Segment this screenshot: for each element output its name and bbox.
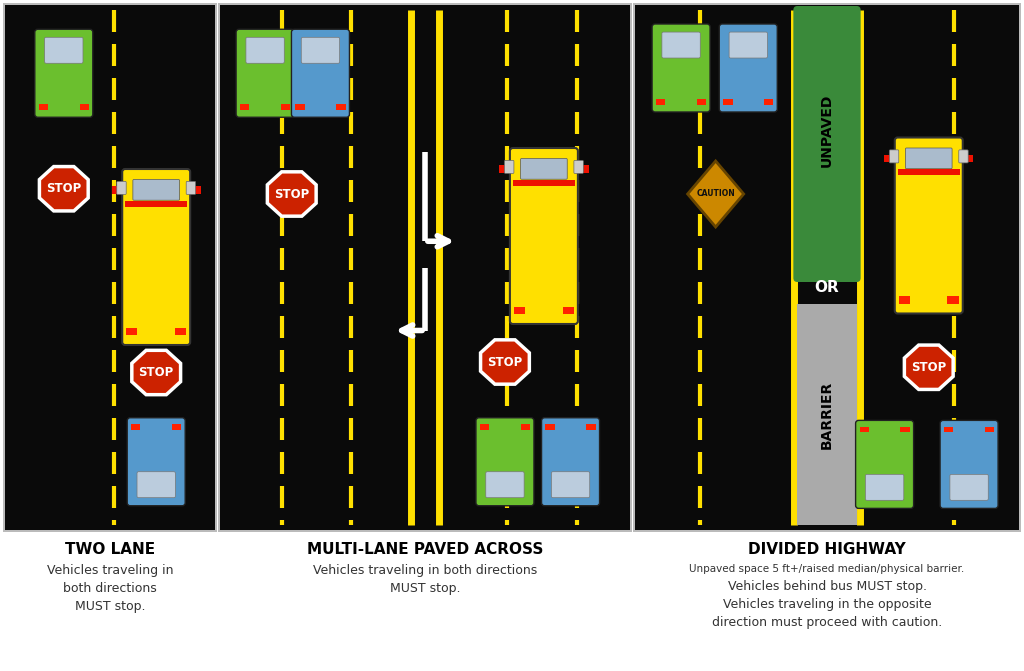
Bar (696, 99, 707, 105)
FancyBboxPatch shape (652, 24, 710, 112)
FancyBboxPatch shape (476, 418, 534, 506)
Text: TWO LANE: TWO LANE (65, 542, 155, 557)
Text: CAUTION: CAUTION (696, 189, 735, 199)
Bar (513, 180, 574, 186)
Text: BARRIER: BARRIER (820, 380, 834, 449)
FancyBboxPatch shape (127, 418, 185, 506)
FancyBboxPatch shape (940, 420, 998, 509)
FancyBboxPatch shape (485, 472, 524, 498)
FancyBboxPatch shape (122, 169, 190, 345)
Bar (633, 3, 1021, 532)
Polygon shape (904, 345, 953, 389)
Text: STOP: STOP (911, 361, 946, 374)
FancyBboxPatch shape (301, 38, 340, 63)
Bar (798, 304, 857, 525)
Text: Vehicles traveling in both directions
MUST stop.: Vehicles traveling in both directions MU… (313, 564, 538, 595)
FancyBboxPatch shape (35, 30, 93, 117)
Bar (131, 424, 140, 429)
Text: STOP: STOP (138, 366, 174, 379)
Bar (240, 105, 250, 110)
Text: STOP: STOP (274, 187, 309, 201)
FancyBboxPatch shape (117, 181, 126, 195)
FancyBboxPatch shape (895, 138, 963, 313)
Text: STOP: STOP (46, 183, 82, 195)
FancyBboxPatch shape (45, 38, 83, 63)
FancyBboxPatch shape (950, 474, 988, 501)
FancyBboxPatch shape (729, 32, 767, 58)
Bar (859, 427, 869, 432)
Bar (126, 327, 137, 336)
FancyBboxPatch shape (719, 24, 777, 112)
Bar (125, 201, 187, 207)
Bar (562, 307, 573, 314)
Bar (281, 105, 290, 110)
Text: OR: OR (815, 280, 840, 295)
Text: UNPAVED: UNPAVED (820, 94, 834, 167)
Bar (5, 5, 215, 530)
Bar (80, 105, 89, 110)
FancyBboxPatch shape (958, 150, 969, 163)
Bar (546, 424, 555, 429)
FancyBboxPatch shape (865, 474, 904, 501)
Polygon shape (267, 172, 316, 216)
FancyBboxPatch shape (905, 148, 952, 168)
Bar (656, 99, 666, 105)
Bar (514, 307, 525, 314)
FancyBboxPatch shape (505, 160, 514, 173)
FancyBboxPatch shape (186, 181, 196, 195)
Bar (947, 296, 958, 304)
Polygon shape (132, 350, 180, 395)
Bar (336, 105, 345, 110)
Bar (898, 169, 959, 175)
FancyBboxPatch shape (662, 32, 700, 58)
FancyBboxPatch shape (292, 30, 349, 117)
FancyBboxPatch shape (520, 158, 567, 179)
Bar (500, 165, 513, 172)
Text: Unpaved space 5 ft+/raised median/physical barrier.: Unpaved space 5 ft+/raised median/physic… (689, 564, 965, 574)
FancyBboxPatch shape (510, 148, 578, 324)
FancyBboxPatch shape (551, 472, 590, 498)
Bar (635, 5, 1019, 530)
Bar (112, 186, 125, 194)
Bar (218, 3, 632, 532)
Bar (175, 327, 186, 336)
Bar (587, 424, 596, 429)
Bar (574, 165, 589, 172)
FancyBboxPatch shape (889, 150, 899, 163)
Bar (3, 3, 217, 532)
Bar (959, 154, 974, 162)
Bar (900, 427, 909, 432)
Polygon shape (687, 161, 743, 227)
FancyBboxPatch shape (856, 420, 913, 509)
FancyBboxPatch shape (137, 472, 175, 498)
FancyBboxPatch shape (133, 180, 179, 200)
FancyBboxPatch shape (794, 6, 860, 282)
Text: DIVIDED HIGHWAY: DIVIDED HIGHWAY (749, 542, 906, 557)
Text: STOP: STOP (487, 356, 522, 368)
Bar (520, 424, 530, 429)
FancyBboxPatch shape (237, 30, 294, 117)
Bar (764, 99, 773, 105)
Text: Vehicles traveling in
both directions
MUST stop.: Vehicles traveling in both directions MU… (47, 564, 173, 613)
Bar (187, 186, 201, 194)
Bar (723, 99, 732, 105)
FancyBboxPatch shape (573, 160, 584, 173)
Polygon shape (480, 340, 529, 384)
FancyBboxPatch shape (246, 38, 285, 63)
Bar (295, 105, 305, 110)
Bar (944, 427, 953, 432)
Bar (899, 296, 910, 304)
FancyBboxPatch shape (542, 418, 599, 506)
Bar (480, 424, 489, 429)
Bar (884, 154, 898, 162)
Text: MULTI-LANE PAVED ACROSS: MULTI-LANE PAVED ACROSS (307, 542, 543, 557)
Bar (39, 105, 48, 110)
Bar (985, 427, 994, 432)
Bar (172, 424, 181, 429)
Polygon shape (39, 166, 88, 211)
Text: Vehicles behind bus MUST stop.
Vehicles traveling in the opposite
direction must: Vehicles behind bus MUST stop. Vehicles … (712, 580, 942, 629)
Bar (220, 5, 630, 530)
